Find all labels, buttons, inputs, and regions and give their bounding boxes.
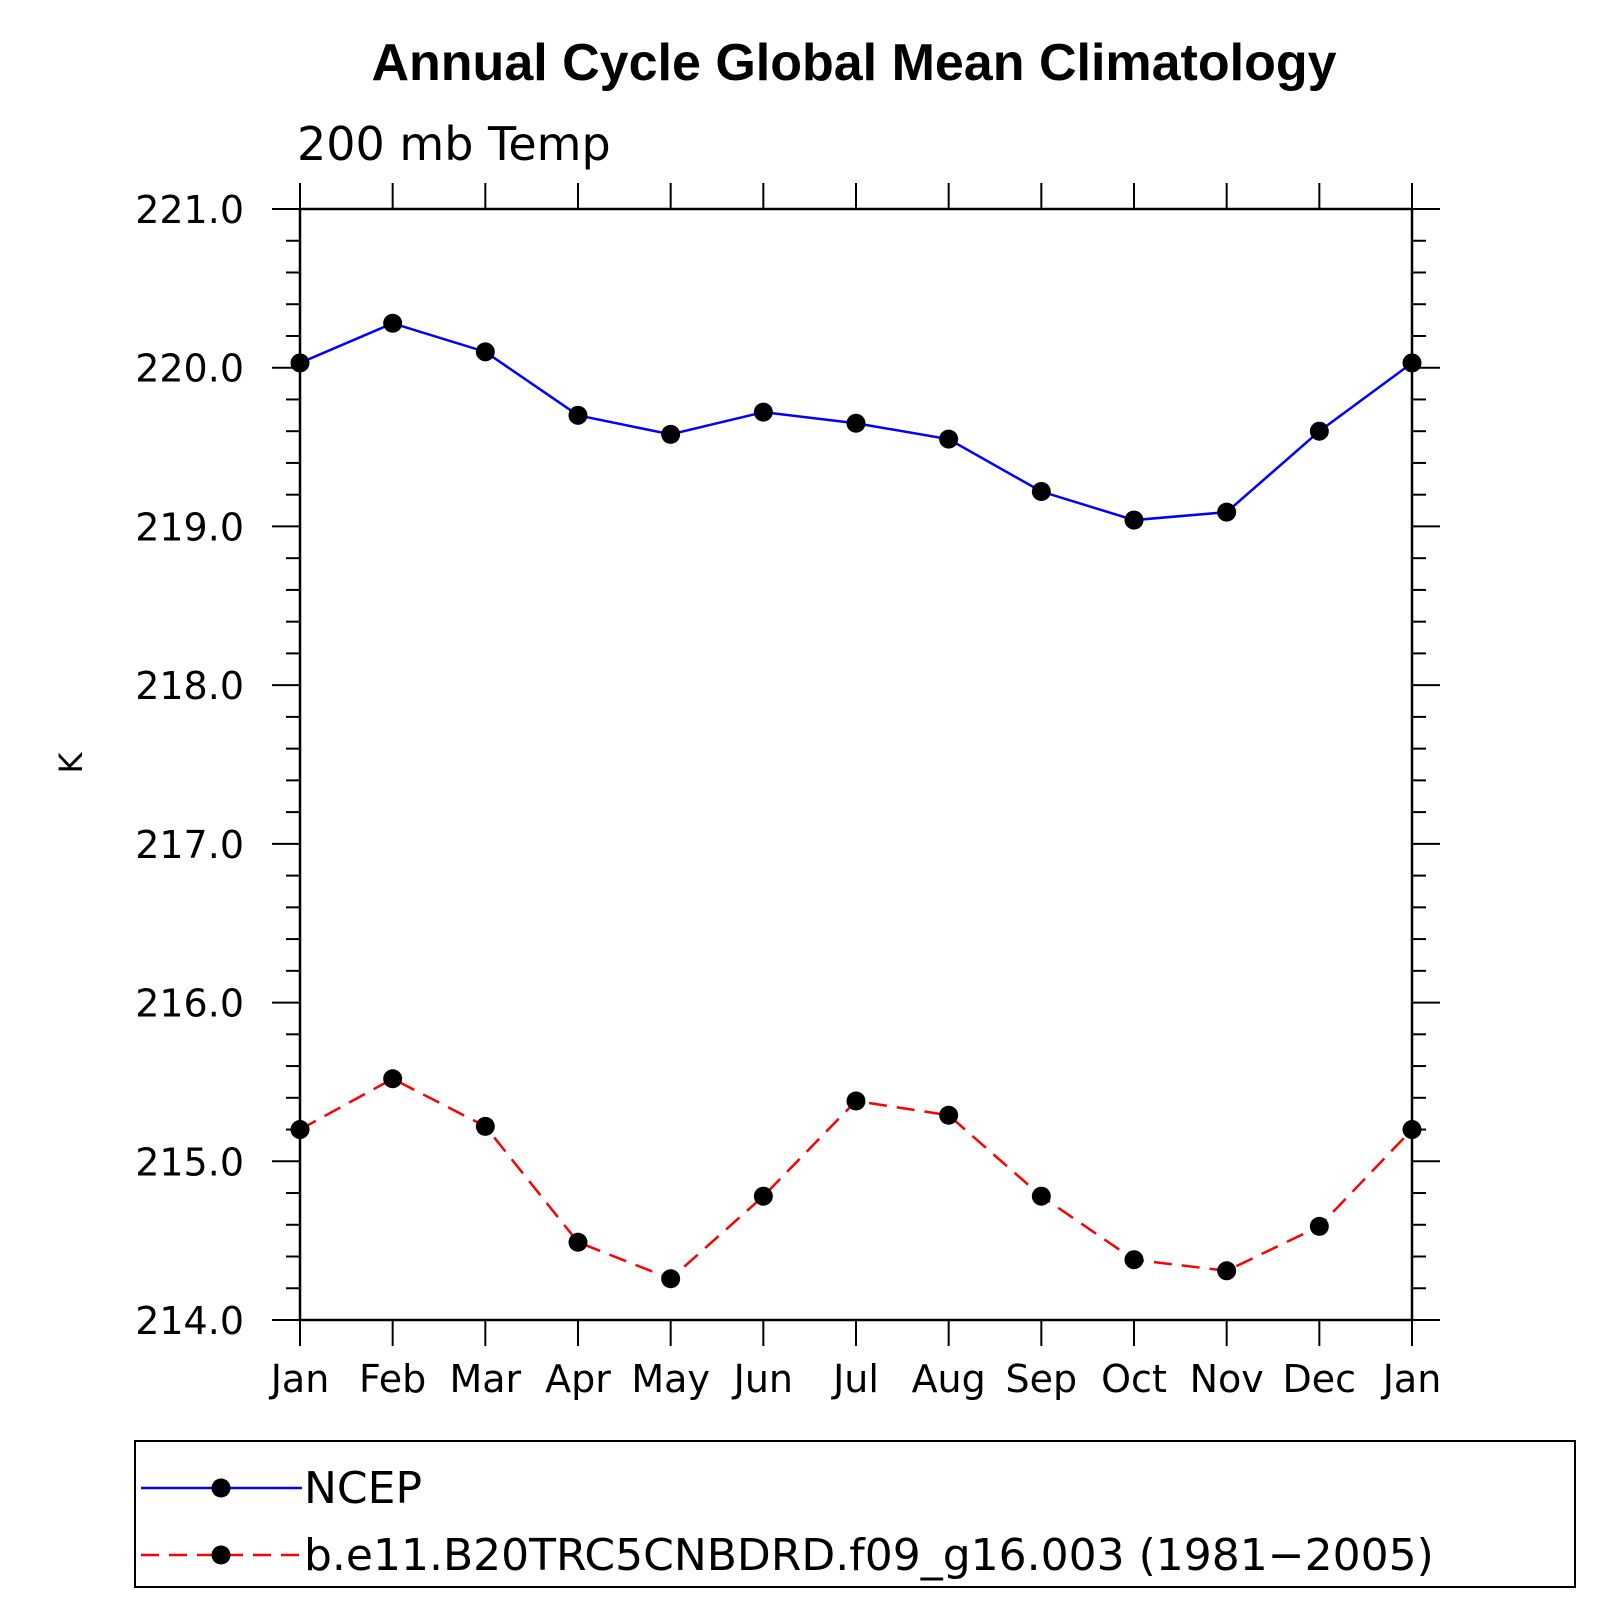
data-point [1402,353,1422,373]
series-1 [290,313,1422,530]
x-tick-label: Jan [1381,1357,1442,1401]
data-point [939,1105,959,1125]
x-tick-label: Jan [269,1357,330,1401]
data-point [1309,1216,1329,1236]
x-tick-label: Oct [1101,1357,1167,1401]
y-tick-label: 215.0 [135,1140,244,1184]
plot-frame [298,207,1414,1322]
data-point [475,1116,495,1136]
x-tick-label: May [631,1357,710,1401]
data-point [1031,482,1051,502]
legend-swatch-marker [211,1478,231,1498]
legend-label: b.e11.B20TRC5CNBDRD.f09_g16.003 (1981−20… [304,1530,1434,1581]
legend-swatch-marker [211,1545,231,1565]
axes: 214.0 215.0 216.0 217.0 218.0 219.0 220.0 221.0… [135,183,1441,1401]
x-tick-label: Jul [831,1357,879,1401]
data-point [753,402,773,422]
data-point [1031,1186,1051,1206]
y-tick-label: 217.0 [135,823,244,867]
y-tick-label: 221.0 [135,188,244,232]
x-tick-label: Dec [1283,1357,1357,1401]
x-tick-label: Aug [912,1357,986,1401]
y-axis-label: K [52,751,90,773]
y-tick-label: 220.0 [135,347,244,391]
data-point [939,429,959,449]
legend-label: NCEP [304,1463,422,1514]
data-point [383,1069,403,1089]
data-point [1309,421,1329,441]
series-layer [290,313,1422,1289]
data-point [846,413,866,433]
data-point [475,342,495,362]
x-tick-label: Feb [359,1357,426,1401]
data-point [1217,502,1237,522]
y-tick-label: 216.0 [135,982,244,1026]
y-tick-label: 214.0 [135,1299,244,1343]
x-tick-label: Nov [1190,1357,1264,1401]
y-tick-label: 218.0 [135,664,244,708]
x-tick-label: Sep [1006,1357,1078,1401]
x-tick-label: Mar [449,1357,521,1401]
data-point [1124,1250,1144,1270]
legend: NCEP b.e11.B20TRC5CNBDRD.f09_g16.003 (198… [134,1440,1576,1588]
data-point [290,353,310,373]
data-point [568,1232,588,1252]
data-point [753,1186,773,1206]
series-2 [290,1069,1422,1289]
chart-subtitle: 200 mb Temp [297,117,611,171]
x-tick-label: Jun [732,1357,793,1401]
data-point [1217,1261,1237,1281]
chart-title: Annual Cycle Global Mean Climatology [371,34,1336,92]
data-point [568,405,588,425]
x-tick-label: Apr [545,1357,611,1401]
data-point [846,1091,866,1111]
data-point [1402,1120,1422,1140]
y-tick-label: 219.0 [135,505,244,549]
data-point [661,1269,681,1289]
data-point [661,424,681,444]
data-point [383,313,403,333]
data-point [290,1120,310,1140]
data-point [1124,510,1144,530]
legend-box [134,1440,1576,1588]
